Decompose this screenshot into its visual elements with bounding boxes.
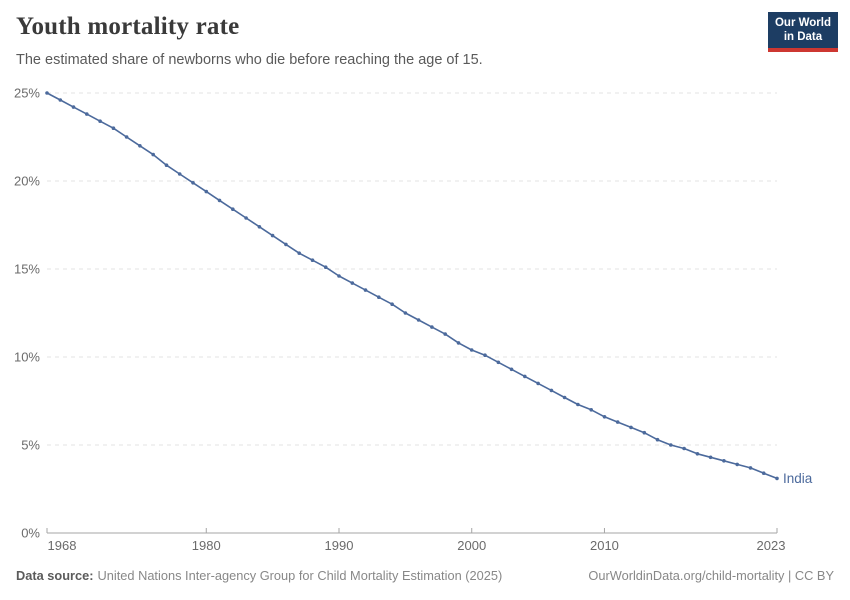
data-point — [722, 459, 726, 463]
data-point — [244, 216, 248, 220]
x-tick-label: 1980 — [192, 538, 221, 553]
data-point — [58, 98, 63, 102]
data-point — [124, 135, 129, 139]
y-tick-label: 20% — [14, 174, 40, 189]
data-point — [71, 105, 76, 109]
data-point — [98, 119, 102, 123]
line-chart: 0% 5% 10% 15% 20% 25% 1968 1980 1990 2000 2010 2023… — [14, 86, 813, 554]
y-tick-label: 25% — [14, 86, 40, 101]
data-point — [363, 288, 368, 292]
credit-link[interactable]: OurWorldinData.org/child-mortality | CC … — [588, 568, 834, 583]
owid-logo-line1: Our World — [774, 17, 831, 29]
data-point — [350, 281, 355, 285]
data-point — [231, 207, 235, 211]
data-point — [669, 443, 673, 447]
series-line — [46, 92, 778, 480]
data-point — [416, 318, 421, 322]
data-point — [735, 462, 739, 467]
data-point — [377, 295, 381, 300]
y-tick-label: 10% — [14, 350, 40, 365]
data-point — [177, 172, 182, 176]
data-point — [257, 225, 262, 229]
data-point — [589, 408, 593, 412]
data-point — [536, 381, 540, 386]
data-source-label: Data source: — [16, 568, 94, 583]
data-point — [708, 455, 713, 460]
data-point — [629, 425, 633, 430]
data-point — [509, 367, 514, 372]
data-point — [483, 353, 487, 358]
series-end-label: India — [783, 471, 813, 486]
data-point — [204, 189, 209, 194]
data-point — [85, 112, 89, 116]
data-point — [456, 341, 461, 345]
data-point — [695, 452, 700, 456]
data-point — [151, 152, 155, 157]
y-tick-label: 0% — [21, 526, 40, 541]
owid-logo[interactable]: Our World in Data — [767, 12, 838, 52]
data-point — [775, 476, 779, 481]
data-point — [642, 430, 647, 435]
data-point — [615, 420, 620, 424]
data-source-text: United Nations Inter-agency Group for Ch… — [97, 568, 503, 583]
data-point — [337, 274, 341, 278]
data-point — [191, 181, 195, 185]
x-tick-label: 2023 — [757, 538, 786, 553]
data-point — [430, 325, 434, 329]
data-point — [602, 415, 607, 419]
data-point — [748, 466, 753, 470]
data-point — [469, 348, 474, 352]
x-tick-label: 1990 — [325, 538, 354, 553]
data-point — [45, 91, 49, 95]
data-point — [297, 251, 302, 255]
y-tick-label: 5% — [21, 438, 40, 453]
data-point — [562, 395, 567, 400]
data-point — [403, 311, 408, 315]
owid-logo-line2: in Data — [783, 31, 823, 44]
data-point — [284, 242, 288, 247]
data-point — [443, 332, 448, 336]
data-point — [761, 471, 766, 476]
data-point — [549, 388, 554, 393]
data-point — [496, 360, 501, 365]
data-point — [138, 144, 142, 148]
data-point — [576, 402, 580, 407]
data-point — [111, 126, 116, 130]
data-point — [682, 446, 686, 451]
data-point — [523, 374, 527, 379]
x-tick-label: 1968 — [48, 538, 77, 553]
data-point — [323, 265, 328, 270]
page-title: Youth mortality rate — [16, 13, 240, 40]
data-point — [655, 437, 660, 442]
data-point — [270, 233, 275, 238]
data-point — [164, 163, 169, 167]
data-point — [390, 302, 394, 307]
chart-subtitle: The estimated share of newborns who die … — [16, 52, 483, 68]
data-point — [310, 258, 315, 263]
chart-footer: Data source: United Nations Inter-agency … — [16, 568, 834, 583]
x-tick-label: 2000 — [457, 538, 486, 553]
y-tick-label: 15% — [14, 262, 40, 277]
x-tick-label: 2010 — [590, 538, 619, 553]
data-source: Data source: United Nations Inter-agency … — [16, 568, 502, 583]
data-point — [217, 198, 222, 203]
